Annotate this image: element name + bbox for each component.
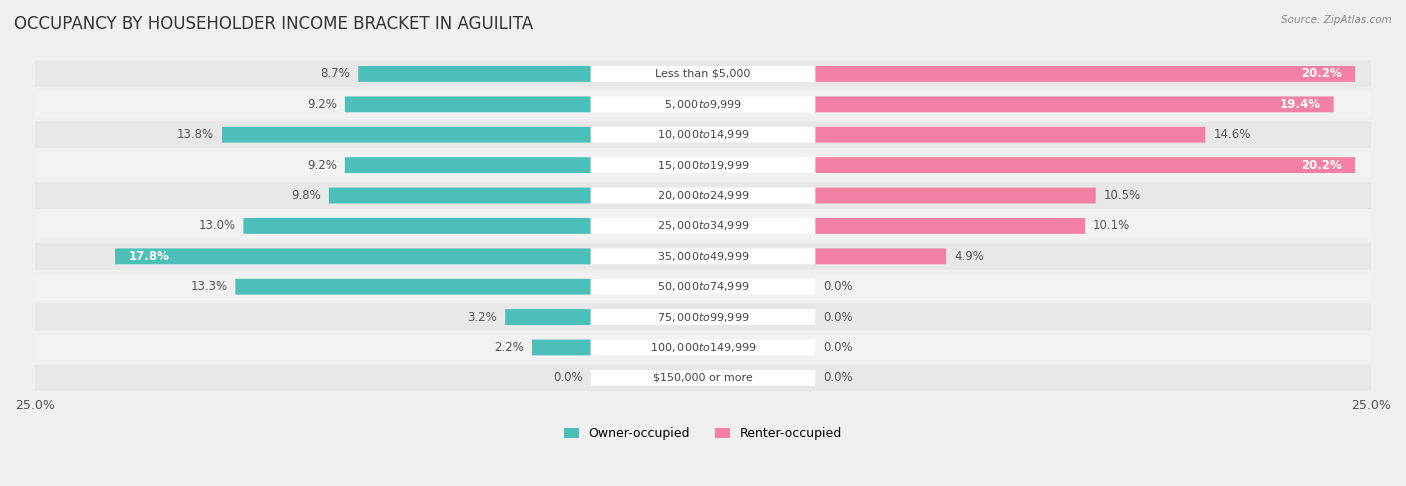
FancyBboxPatch shape [35,243,1371,270]
Text: 10.5%: 10.5% [1104,189,1140,202]
FancyBboxPatch shape [35,182,1371,209]
FancyBboxPatch shape [815,96,1334,112]
FancyBboxPatch shape [591,370,815,386]
Text: 13.0%: 13.0% [198,219,235,232]
Text: 0.0%: 0.0% [553,371,582,384]
Text: 2.2%: 2.2% [494,341,524,354]
FancyBboxPatch shape [591,218,815,234]
FancyBboxPatch shape [235,279,591,295]
FancyBboxPatch shape [591,127,815,142]
FancyBboxPatch shape [591,188,815,204]
Text: Source: ZipAtlas.com: Source: ZipAtlas.com [1281,15,1392,25]
Text: 0.0%: 0.0% [824,311,853,324]
FancyBboxPatch shape [35,61,1371,87]
Text: $75,000 to $99,999: $75,000 to $99,999 [657,311,749,324]
FancyBboxPatch shape [815,157,1355,173]
Text: 17.8%: 17.8% [128,250,169,263]
FancyBboxPatch shape [344,157,591,173]
FancyBboxPatch shape [222,127,591,142]
FancyBboxPatch shape [344,96,591,112]
Text: 20.2%: 20.2% [1301,68,1341,81]
Text: $150,000 or more: $150,000 or more [654,373,752,383]
Text: 0.0%: 0.0% [824,280,853,293]
FancyBboxPatch shape [35,304,1371,330]
Text: 4.9%: 4.9% [955,250,984,263]
FancyBboxPatch shape [35,152,1371,178]
FancyBboxPatch shape [815,218,1085,234]
FancyBboxPatch shape [591,340,815,355]
FancyBboxPatch shape [815,248,946,264]
Text: 8.7%: 8.7% [321,68,350,81]
FancyBboxPatch shape [35,273,1371,300]
FancyBboxPatch shape [35,334,1371,361]
FancyBboxPatch shape [591,66,815,82]
Text: $10,000 to $14,999: $10,000 to $14,999 [657,128,749,141]
Text: 20.2%: 20.2% [1301,158,1341,172]
Text: $25,000 to $34,999: $25,000 to $34,999 [657,219,749,232]
FancyBboxPatch shape [815,66,1355,82]
FancyBboxPatch shape [815,127,1205,142]
FancyBboxPatch shape [35,122,1371,148]
FancyBboxPatch shape [815,188,1095,204]
FancyBboxPatch shape [591,96,815,112]
FancyBboxPatch shape [359,66,591,82]
Text: 10.1%: 10.1% [1092,219,1130,232]
FancyBboxPatch shape [591,157,815,173]
Text: 13.8%: 13.8% [177,128,214,141]
Legend: Owner-occupied, Renter-occupied: Owner-occupied, Renter-occupied [564,427,842,440]
FancyBboxPatch shape [35,212,1371,239]
FancyBboxPatch shape [531,340,591,355]
Text: 19.4%: 19.4% [1279,98,1320,111]
FancyBboxPatch shape [243,218,591,234]
Text: $20,000 to $24,999: $20,000 to $24,999 [657,189,749,202]
Text: 9.8%: 9.8% [291,189,321,202]
FancyBboxPatch shape [591,279,815,295]
Text: Less than $5,000: Less than $5,000 [655,69,751,79]
Text: OCCUPANCY BY HOUSEHOLDER INCOME BRACKET IN AGUILITA: OCCUPANCY BY HOUSEHOLDER INCOME BRACKET … [14,15,533,33]
Text: 0.0%: 0.0% [824,371,853,384]
FancyBboxPatch shape [329,188,591,204]
FancyBboxPatch shape [35,91,1371,118]
FancyBboxPatch shape [591,248,815,264]
FancyBboxPatch shape [115,248,591,264]
Text: $15,000 to $19,999: $15,000 to $19,999 [657,158,749,172]
Text: 9.2%: 9.2% [307,98,337,111]
FancyBboxPatch shape [505,309,591,325]
FancyBboxPatch shape [35,364,1371,391]
Text: $100,000 to $149,999: $100,000 to $149,999 [650,341,756,354]
Text: 0.0%: 0.0% [824,341,853,354]
Text: $35,000 to $49,999: $35,000 to $49,999 [657,250,749,263]
Text: 9.2%: 9.2% [307,158,337,172]
Text: $50,000 to $74,999: $50,000 to $74,999 [657,280,749,293]
Text: $5,000 to $9,999: $5,000 to $9,999 [664,98,742,111]
Text: 13.3%: 13.3% [190,280,228,293]
Text: 14.6%: 14.6% [1213,128,1251,141]
Text: 3.2%: 3.2% [467,311,498,324]
FancyBboxPatch shape [591,309,815,325]
